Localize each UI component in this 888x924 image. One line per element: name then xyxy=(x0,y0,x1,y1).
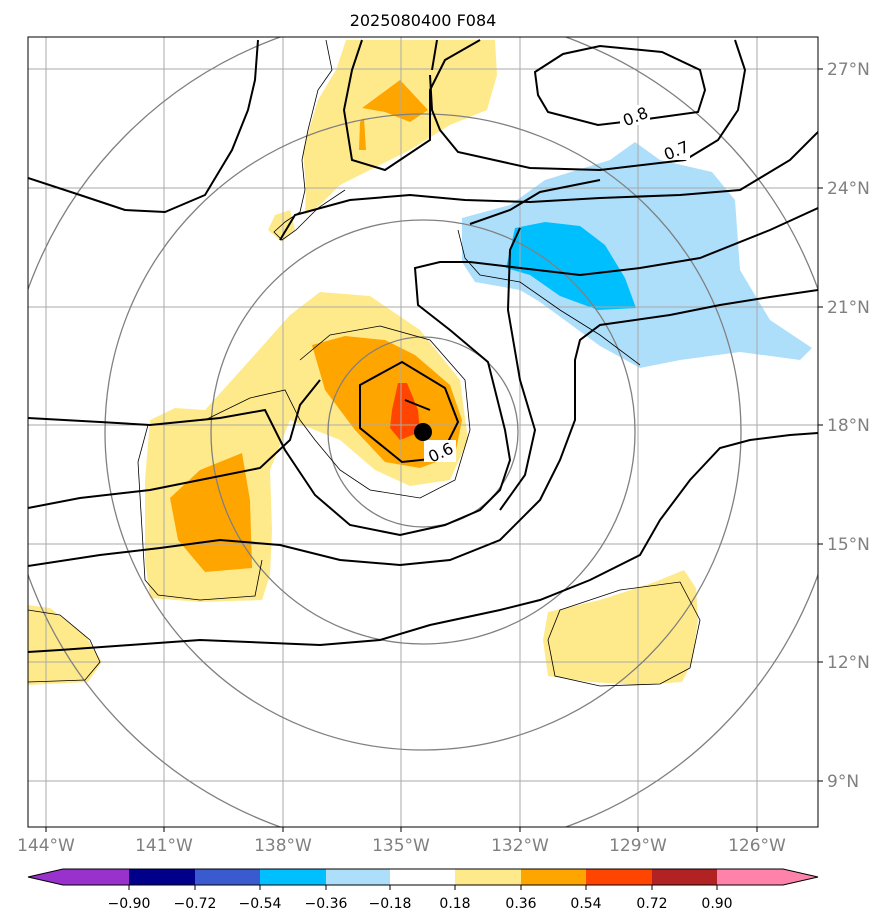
lat-label-21n: 21°N xyxy=(827,298,870,318)
shade-orange-north-sliver xyxy=(359,118,366,150)
colorbar-seg-5 xyxy=(326,869,390,885)
lon-label-129w: 129°W xyxy=(609,836,667,856)
contour-label-bg-0-6 xyxy=(424,440,456,462)
colorbar-seg-8 xyxy=(521,869,586,885)
lat-label-27n: 27°N xyxy=(827,60,870,80)
colorbar-seg-3 xyxy=(195,869,260,885)
lat-label-12n: 12°N xyxy=(827,653,870,673)
contour-label-bg-0-7 xyxy=(660,140,690,160)
colorbar-seg-4 xyxy=(260,869,326,885)
thin-contours xyxy=(28,39,701,687)
shade-orange-north xyxy=(362,80,428,122)
colorbar-label-7: 0.36 xyxy=(505,896,536,912)
shade-blue-ne xyxy=(506,222,636,310)
colorbar-seg-9 xyxy=(586,869,652,885)
shade-light-yellow-north xyxy=(303,40,497,215)
colorbar-seg-2 xyxy=(129,869,195,885)
contour-0-8 xyxy=(533,44,707,127)
range-circles xyxy=(28,37,818,827)
colorbar-label-2: −0.72 xyxy=(174,896,217,912)
lon-label-126w: 126°W xyxy=(728,836,786,856)
colorbar-tick-labels: −0.90 −0.72 −0.54 −0.36 −0.18 0.18 0.36 … xyxy=(108,896,733,912)
graticule xyxy=(28,37,818,827)
lat-label-18n: 18°N xyxy=(827,416,870,436)
longitude-labels: 144°W 141°W 138°W 135°W 132°W 129°W 126°… xyxy=(17,836,786,856)
shade-redorange-core xyxy=(390,383,420,440)
shade-light-yellow-se xyxy=(543,570,698,685)
colorbar-seg-6 xyxy=(390,869,455,885)
colorbar-outline xyxy=(27,868,819,886)
shade-light-yellow-north-tail xyxy=(268,210,295,242)
lon-label-132w: 132°W xyxy=(491,836,549,856)
colorbar-label-4: −0.36 xyxy=(305,896,348,912)
lon-label-144w: 144°W xyxy=(17,836,75,856)
colorbar-label-5: −0.18 xyxy=(369,896,412,912)
latitude-labels: 27°N 24°N 21°N 18°N 15°N 12°N 9°N xyxy=(827,60,870,792)
contour-labels: 0.8 0.7 0.6 xyxy=(424,103,692,467)
shade-light-blue-ne xyxy=(462,142,812,368)
axis-ticks xyxy=(45,68,823,832)
map-frame xyxy=(27,36,819,828)
map-plot-area: 0.8 0.7 0.6 xyxy=(28,37,818,827)
contour-label-bg-0-8 xyxy=(620,105,650,125)
colorbar-seg-7 xyxy=(455,869,521,885)
lon-label-135w: 135°W xyxy=(372,836,430,856)
colorbar-label-10: 0.90 xyxy=(701,896,732,912)
colorbar-seg-1 xyxy=(63,869,129,885)
lon-label-141w: 141°W xyxy=(135,836,193,856)
colorbar-extend-high xyxy=(783,869,818,885)
colorbar-label-9: 0.72 xyxy=(636,896,667,912)
colorbar-extend-low xyxy=(28,869,63,885)
colorbar-seg-10 xyxy=(652,869,717,885)
colorbar-label-8: 0.54 xyxy=(570,896,601,912)
lat-label-9n: 9°N xyxy=(827,772,859,792)
colorbar: −0.90 −0.72 −0.54 −0.36 −0.18 0.18 0.36 … xyxy=(27,868,819,912)
colorbar-label-1: −0.90 xyxy=(108,896,151,912)
colorbar-label-6: 0.18 xyxy=(439,896,470,912)
colorbar-ticks xyxy=(128,885,718,890)
thick-contours xyxy=(28,39,818,653)
colorbar-seg-11 xyxy=(717,869,783,885)
lat-label-24n: 24°N xyxy=(827,179,870,199)
colorbar-label-3: −0.54 xyxy=(239,896,282,912)
map-title: 2025080400 F084 xyxy=(350,11,497,30)
lat-label-15n: 15°N xyxy=(827,535,870,555)
storm-center-marker xyxy=(414,423,432,441)
lon-label-138w: 138°W xyxy=(254,836,312,856)
